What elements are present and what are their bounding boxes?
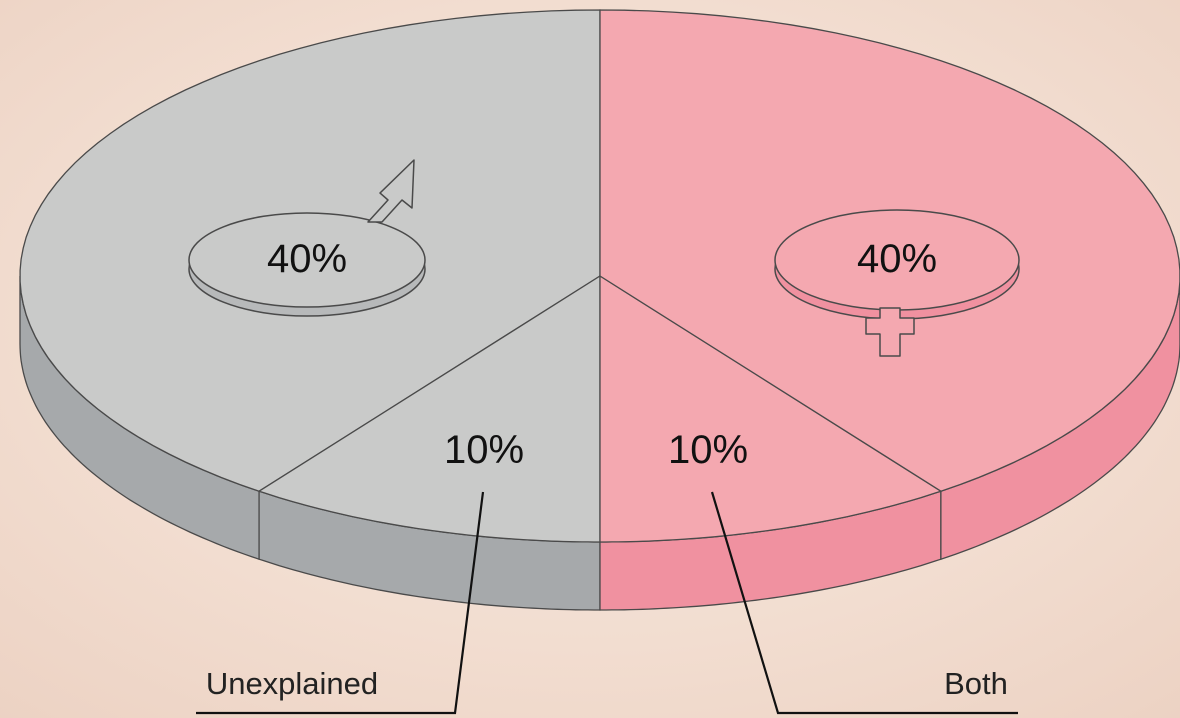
- pie-side-walls: [19, 275, 1180, 611]
- pie-slice-2: [599, 274, 943, 543]
- male-symbol-icon: [188, 159, 426, 317]
- slice-value-female: 40%: [857, 237, 937, 281]
- slice-label-unexplained: Unexplained: [206, 666, 378, 701]
- slice-value-male: 40%: [267, 237, 347, 281]
- leader-line-both: [710, 491, 1018, 715]
- leader-line-unexplained: [196, 491, 485, 715]
- female-symbol-icon: [774, 209, 1020, 357]
- slice-value-unexplained: 10%: [444, 428, 524, 472]
- pie-slice-1: [257, 274, 601, 543]
- slice-label-both: Both: [944, 666, 1008, 701]
- leader-lines: [196, 491, 1018, 715]
- slice-value-both: 10%: [668, 428, 748, 472]
